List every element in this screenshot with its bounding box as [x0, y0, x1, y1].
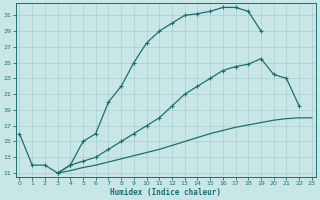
X-axis label: Humidex (Indice chaleur): Humidex (Indice chaleur)	[110, 188, 221, 197]
